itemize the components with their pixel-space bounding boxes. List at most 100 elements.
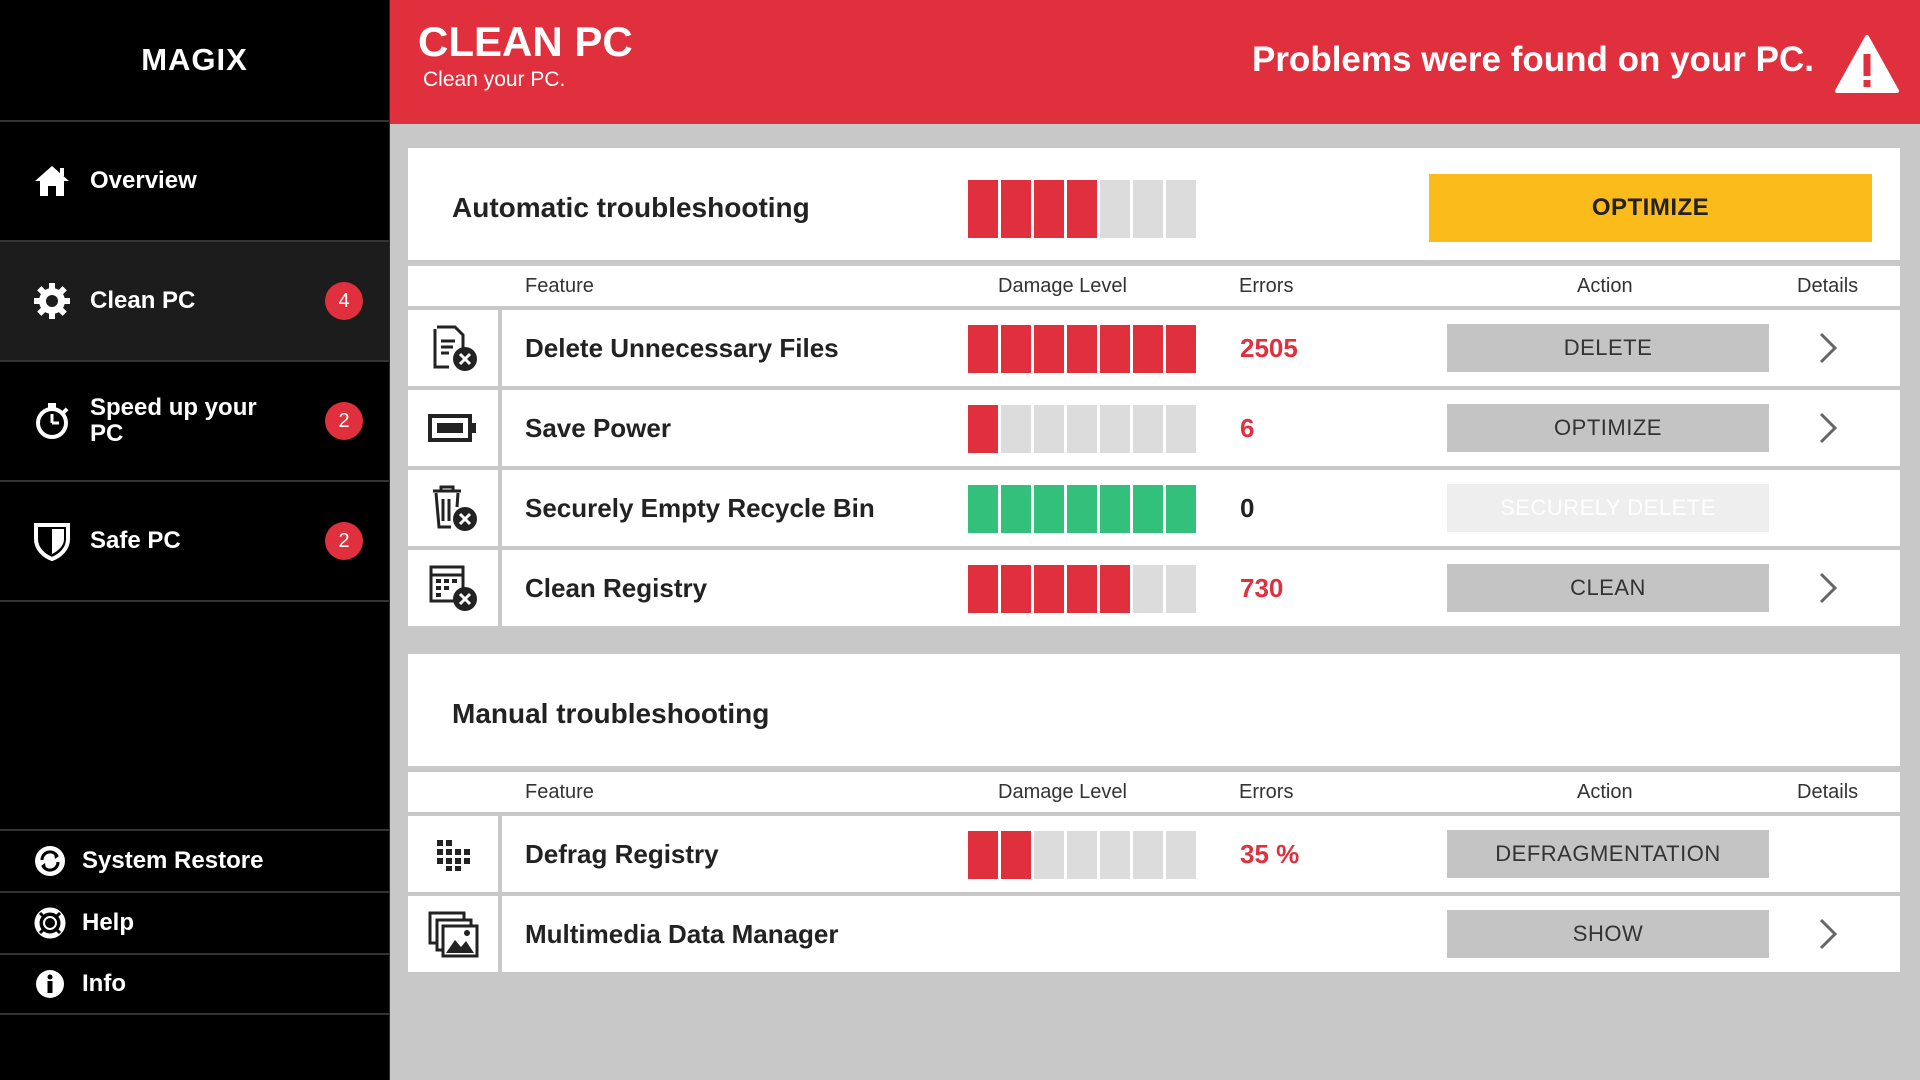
page-subtitle: Clean your PC. — [423, 68, 566, 91]
damage-segment — [1133, 831, 1163, 879]
page-title: CLEAN PC — [418, 18, 633, 65]
chevron-right-icon[interactable] — [1808, 408, 1848, 448]
notification-badge: 4 — [325, 282, 363, 320]
damage-segment — [1034, 565, 1064, 613]
table-row: Multimedia Data Manager SHOW — [408, 896, 1900, 972]
sidebar-item-label: Overview — [90, 167, 197, 194]
column-header-errors: Errors — [1239, 781, 1294, 803]
damage-segment — [1034, 485, 1064, 533]
section-title: Manual troubleshooting — [452, 698, 770, 729]
error-count: 6 — [1240, 413, 1255, 443]
damage-segment — [1001, 565, 1031, 613]
feature-label: Delete Unnecessary Files — [525, 333, 839, 363]
chevron-right-icon[interactable] — [1808, 568, 1848, 608]
damage-segment — [1067, 325, 1097, 373]
main-content: Automatic troubleshooting OPTIMIZE Featu… — [390, 124, 1920, 1080]
recycle-bin-icon — [408, 470, 502, 546]
table-row: Delete Unnecessary Files 2505 DELETE — [408, 310, 1900, 386]
damage-segment — [968, 831, 998, 879]
table-header: Feature Damage Level Errors Action Detai… — [408, 266, 1900, 306]
chevron-right-icon[interactable] — [1808, 328, 1848, 368]
registry-icon — [408, 550, 502, 626]
warning-icon — [1834, 34, 1900, 94]
feature-label: Defrag Registry — [525, 839, 719, 869]
damage-segment — [1166, 565, 1196, 613]
securely-delete-button: SECURELY DELETE — [1447, 484, 1769, 532]
column-header-errors: Errors — [1239, 275, 1294, 297]
page-header: CLEAN PC Clean your PC. Problems were fo… — [390, 0, 1920, 124]
column-header-details: Details — [1797, 275, 1859, 297]
delete-files-icon — [408, 310, 502, 386]
feature-label: Securely Empty Recycle Bin — [525, 493, 875, 523]
multimedia-icon — [408, 896, 502, 972]
show-button[interactable]: SHOW — [1447, 910, 1769, 958]
notification-badge: 2 — [325, 402, 363, 440]
sidebar-item-safe-pc[interactable]: Safe PC 2 — [0, 482, 389, 602]
manual-troubleshooting-panel: Manual troubleshooting — [408, 654, 1900, 766]
table-row: Defrag Registry 35 % DEFRAGMENTATION — [408, 816, 1900, 892]
damage-segment — [1034, 180, 1064, 238]
damage-segment — [968, 325, 998, 373]
feature-label: Multimedia Data Manager — [525, 919, 839, 949]
damage-segment — [1166, 405, 1196, 453]
sidebar-item-speed-up[interactable]: Speed up your PC 2 — [0, 362, 389, 482]
sidebar-item-help[interactable]: Help — [0, 891, 390, 953]
sidebar-item-label: System Restore — [82, 847, 264, 874]
damage-segment — [1067, 405, 1097, 453]
stopwatch-icon — [32, 401, 72, 441]
sidebar-item-label: Speed up your PC — [90, 394, 257, 447]
column-header-action: Action — [1577, 781, 1633, 803]
section-title: Automatic troubleshooting — [452, 192, 810, 223]
damage-segment — [1001, 831, 1031, 879]
damage-segment — [1067, 565, 1097, 613]
defragmentation-button[interactable]: DEFRAGMENTATION — [1447, 830, 1769, 878]
sidebar-item-overview[interactable]: Overview — [0, 122, 389, 242]
damage-segment — [1100, 565, 1130, 613]
table-row: Save Power 6 OPTIMIZE — [408, 390, 1900, 466]
sidebar-item-info[interactable]: Info — [0, 953, 390, 1015]
damage-segment — [1100, 325, 1130, 373]
lifebuoy-icon — [34, 907, 66, 939]
damage-segment — [1001, 325, 1031, 373]
feature-label: Save Power — [525, 413, 671, 443]
info-icon — [34, 968, 66, 1000]
column-header-damage: Damage Level — [998, 781, 1127, 803]
error-count: 35 % — [1240, 839, 1300, 869]
sidebar-item-label: Clean PC — [90, 287, 196, 314]
column-header-feature: Feature — [525, 275, 594, 297]
damage-segment — [968, 565, 998, 613]
table-row: Securely Empty Recycle Bin 0 SECURELY DE… — [408, 470, 1900, 546]
damage-segment — [968, 405, 998, 453]
damage-level-meter — [968, 325, 1196, 373]
sidebar-bottom-nav: System Restore Help Info — [0, 829, 390, 1015]
chevron-right-icon[interactable] — [1808, 914, 1848, 954]
delete-button[interactable]: DELETE — [1447, 324, 1769, 372]
damage-segment — [1034, 831, 1064, 879]
notification-badge: 2 — [325, 522, 363, 560]
damage-segment — [968, 485, 998, 533]
status-alert-text: Problems were found on your PC. — [1251, 40, 1814, 79]
damage-segment — [1067, 831, 1097, 879]
damage-segment — [1067, 180, 1097, 238]
table-row: Clean Registry 730 CLEAN — [408, 550, 1900, 626]
damage-segment — [1166, 180, 1196, 238]
sidebar-item-label: Info — [82, 970, 126, 997]
optimize-all-button[interactable]: OPTIMIZE — [1429, 174, 1872, 242]
damage-level-meter — [968, 405, 1196, 453]
error-count: 2505 — [1240, 333, 1298, 363]
damage-segment — [1001, 180, 1031, 238]
damage-segment — [1133, 325, 1163, 373]
damage-level-meter — [968, 831, 1196, 879]
damage-segment — [968, 180, 998, 238]
damage-segment — [1100, 831, 1130, 879]
column-header-feature: Feature — [525, 781, 594, 803]
feature-label: Clean Registry — [525, 573, 708, 603]
overall-damage-meter — [968, 180, 1196, 238]
clean-button[interactable]: CLEAN — [1447, 564, 1769, 612]
battery-icon — [408, 390, 502, 466]
optimize-button[interactable]: OPTIMIZE — [1447, 404, 1769, 452]
defrag-icon — [408, 816, 502, 892]
damage-segment — [1100, 485, 1130, 533]
sidebar-item-clean-pc[interactable]: Clean PC 4 — [0, 242, 389, 362]
sidebar-item-system-restore[interactable]: System Restore — [0, 829, 390, 891]
